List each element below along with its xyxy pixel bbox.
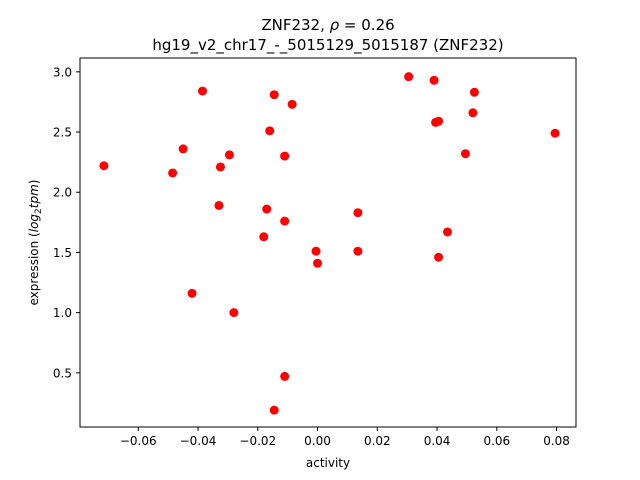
title-rho-value: = 0.26 [339,16,395,34]
y-axis-label: expression (log2tpm) [27,180,44,306]
data-point-17 [280,371,290,381]
y-axis-label-tpm: tpm [27,184,41,208]
y-tick-label-2: 1.0 [53,306,72,320]
data-point-4 [187,288,197,298]
plot-area [99,72,560,415]
data-point-1 [99,161,109,171]
chart-title-line2: hg19_v2_chr17_-_5015129_5015187 (ZNF232) [152,36,503,55]
chart-title-line1: ZNF232, ρ = 0.26 [261,16,394,34]
y-axis-label-sub: 2 [34,208,44,214]
axes-frame [79,57,577,428]
data-point-24 [429,75,439,85]
data-point-28 [443,227,453,237]
data-point-23 [404,72,414,82]
data-point-2 [168,168,178,178]
y-tick-label-5: 2.5 [53,126,72,140]
data-point-12 [265,126,275,136]
data-point-5 [198,86,208,96]
y-axis: 0.5 1.0 1.5 2.0 2.5 3.0 [53,65,80,380]
x-tick-label-3: −0.02 [239,434,276,448]
x-axis: −0.06 −0.04 −0.02 0.00 0.02 0.04 0.06 0.08 [120,427,570,448]
data-point-11 [262,204,272,214]
data-point-19 [311,246,321,256]
x-axis-label: activity [306,456,350,470]
x-tick-label-8: 0.08 [543,434,570,448]
x-tick-label-5: 0.02 [364,434,391,448]
data-point-20 [313,258,323,268]
data-point-30 [468,108,478,118]
data-point-3 [178,144,188,154]
data-point-27 [434,252,444,262]
data-point-26 [434,116,444,126]
data-point-18 [287,99,297,109]
data-point-6 [214,200,224,210]
title-rho-symbol: ρ [330,16,340,34]
data-point-15 [280,151,290,161]
title-gene: ZNF232, [261,16,329,34]
x-tick-label-4: 0.00 [304,434,331,448]
y-axis-label-log: log [27,214,41,233]
y-tick-label-3: 1.5 [53,246,72,260]
y-tick-label-4: 2.0 [53,186,72,200]
data-point-22 [353,246,363,256]
data-point-21 [353,208,363,218]
x-tick-label-6: 0.04 [424,434,451,448]
x-tick-label-1: −0.06 [120,434,157,448]
data-point-13 [269,90,279,100]
x-tick-label-7: 0.06 [483,434,510,448]
data-point-31 [469,87,479,97]
data-point-32 [550,128,560,138]
data-point-7 [215,162,225,172]
y-axis-label-suffix: ) [27,180,41,185]
x-tick-label-2: −0.04 [180,434,217,448]
y-axis-label-prefix: expression ( [27,232,41,305]
data-point-14 [269,405,279,415]
data-point-10 [259,232,269,242]
y-tick-label-1: 0.5 [53,366,72,380]
data-point-8 [224,150,234,160]
data-point-9 [229,308,239,318]
y-tick-label-6: 3.0 [53,65,72,79]
data-point-29 [460,149,470,159]
data-point-16 [280,216,290,226]
